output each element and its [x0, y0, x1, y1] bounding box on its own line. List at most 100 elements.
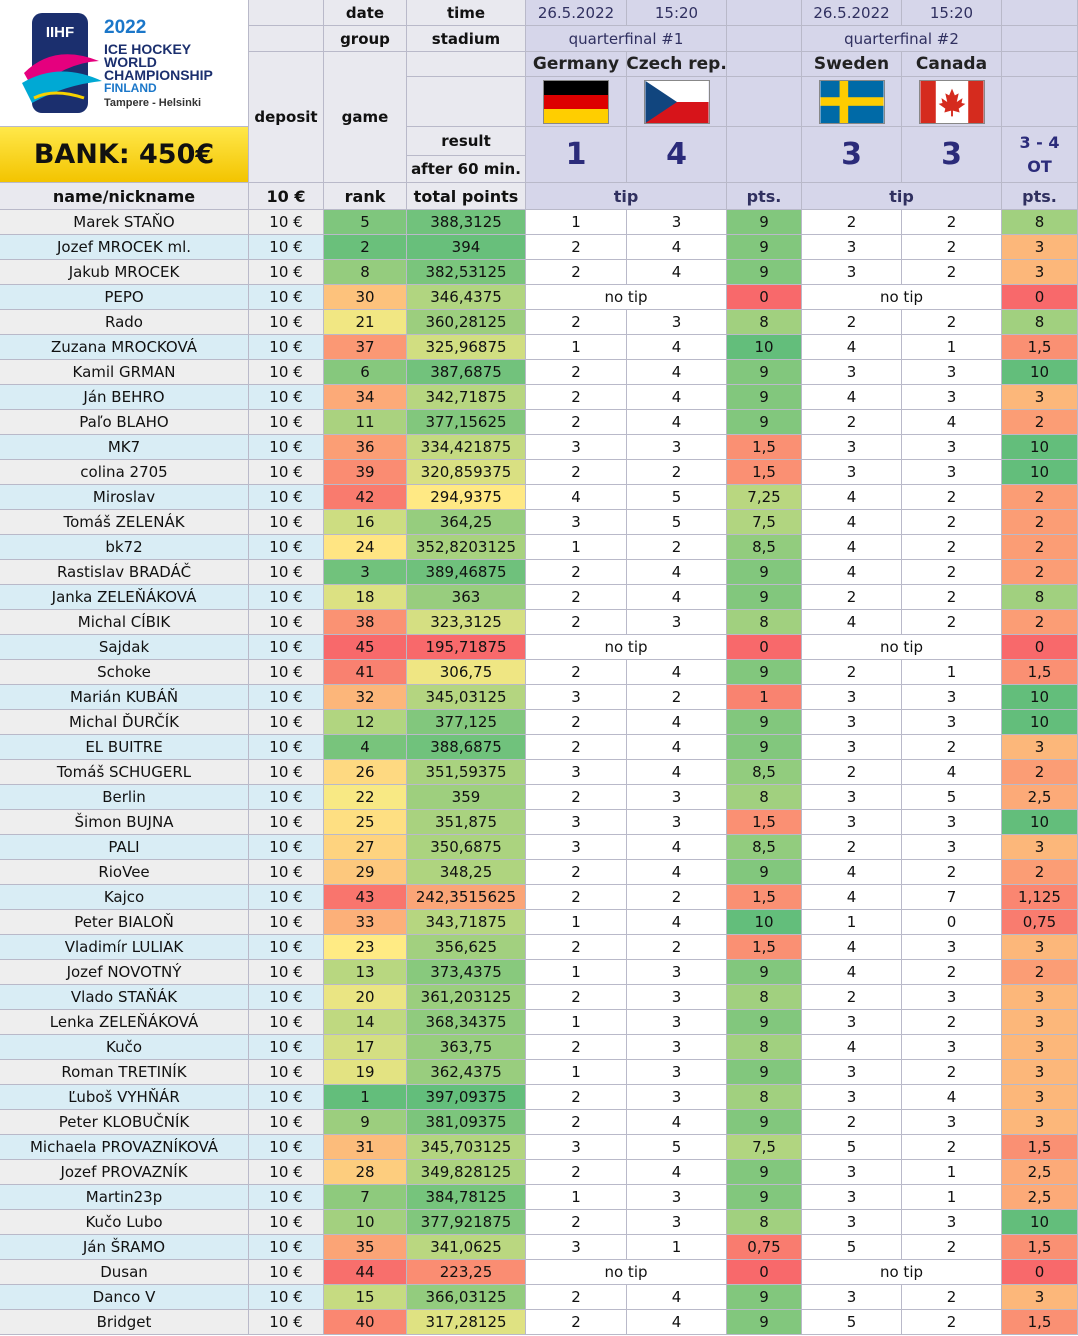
game1-pts: 9 — [727, 585, 802, 610]
time-header: time — [407, 0, 526, 26]
game2-tip-away: 4 — [902, 760, 1002, 785]
result-header: result — [407, 127, 526, 156]
rank-cell: 33 — [324, 910, 407, 935]
game1-tip-home: 1 — [526, 1060, 627, 1085]
header-blank — [407, 77, 526, 127]
game2-tip-away: 1 — [902, 1160, 1002, 1185]
game2-away-score: 3 — [902, 127, 1002, 183]
deposit-cell: 10 € — [249, 935, 324, 960]
iihf-logo-icon: IIHF — [22, 13, 102, 113]
total-points-cell: 377,15625 — [407, 410, 526, 435]
player-name: Vlado STAŇÁK — [0, 985, 249, 1010]
game2-pts: 3 — [1002, 1085, 1078, 1110]
game2-tip-away: 2 — [902, 735, 1002, 760]
total-points-cell: 242,3515625 — [407, 885, 526, 910]
game1-pts: 8 — [727, 610, 802, 635]
total-points-cell: 356,625 — [407, 935, 526, 960]
logo-line1: ICE HOCKEY — [104, 40, 192, 57]
deposit-cell: 10 € — [249, 1210, 324, 1235]
game2-pts: 1,5 — [1002, 660, 1078, 685]
game2-pts: 2 — [1002, 610, 1078, 635]
rank-cell: 25 — [324, 810, 407, 835]
game1-tip-home: 2 — [526, 560, 627, 585]
player-name: Roman TRETINÍK — [0, 1060, 249, 1085]
game2-tip-away: 3 — [902, 1210, 1002, 1235]
deposit-cell: 10 € — [249, 460, 324, 485]
game1-pts: 9 — [727, 960, 802, 985]
game2-tip-home: 4 — [802, 610, 902, 635]
player-name: Rastislav BRADÁČ — [0, 560, 249, 585]
game2-date: 26.5.2022 — [802, 0, 902, 26]
game1-tip-home: 2 — [526, 860, 627, 885]
game1-tip-home: 2 — [526, 1310, 627, 1335]
game2-pts: 10 — [1002, 460, 1078, 485]
deposit-cell: 10 € — [249, 685, 324, 710]
player-name: Ján BEHRO — [0, 385, 249, 410]
game1-tip-away: 3 — [627, 1060, 727, 1085]
game1-time: 15:20 — [627, 0, 727, 26]
game2-tip-home: 4 — [802, 560, 902, 585]
game2-away-flag-cell — [902, 77, 1002, 127]
game2-tip-away: 2 — [902, 1060, 1002, 1085]
game2-pts: 10 — [1002, 810, 1078, 835]
game2-tip-away: 2 — [902, 1235, 1002, 1260]
rank-cell: 6 — [324, 360, 407, 385]
game2-pts: 8 — [1002, 210, 1078, 235]
total-points-cell: 363,75 — [407, 1035, 526, 1060]
deposit-cell: 10 € — [249, 1285, 324, 1310]
total-points-cell: 334,421875 — [407, 435, 526, 460]
deposit-cell: 10 € — [249, 835, 324, 860]
game1-tip-home: 1 — [526, 535, 627, 560]
deposit-cell: 10 € — [249, 960, 324, 985]
deposit-cell: 10 € — [249, 310, 324, 335]
game1-tip-home: 2 — [526, 360, 627, 385]
rank-cell: 26 — [324, 760, 407, 785]
game2-tip-away: 2 — [902, 485, 1002, 510]
deposit-header: deposit — [249, 52, 324, 183]
game2-tip-away: 3 — [902, 985, 1002, 1010]
game2-pts: 10 — [1002, 1210, 1078, 1235]
game2-tip-home: 4 — [802, 335, 902, 360]
deposit-cell: 10 € — [249, 1260, 324, 1285]
logo-year: 2022 — [104, 16, 147, 38]
game1-tip-away: 3 — [627, 610, 727, 635]
game1-tip-home: 2 — [526, 1160, 627, 1185]
game2-home-flag-cell — [802, 77, 902, 127]
game2-tip-home: 2 — [802, 585, 902, 610]
game2-pts: 3 — [1002, 985, 1078, 1010]
game2-no-tip: no tip — [802, 635, 1002, 660]
deposit-cell: 10 € — [249, 485, 324, 510]
game1-pts: 9 — [727, 560, 802, 585]
game1-tip-away: 3 — [627, 1010, 727, 1035]
game2-note: 3 - 4 OT — [1002, 127, 1078, 183]
game2-tip-home: 2 — [802, 835, 902, 860]
deposit-cell: 10 € — [249, 885, 324, 910]
game1-pts: 8,5 — [727, 760, 802, 785]
game2-pts: 1,5 — [1002, 1310, 1078, 1335]
game2-pts: 1,5 — [1002, 1235, 1078, 1260]
player-name: Jozef MROCEK ml. — [0, 235, 249, 260]
game2-tip-home: 2 — [802, 985, 902, 1010]
total-points-cell: 294,9375 — [407, 485, 526, 510]
game1-tip-home: 2 — [526, 235, 627, 260]
deposit-cell: 10 € — [249, 1160, 324, 1185]
total-points-cell: 373,4375 — [407, 960, 526, 985]
game2-tip-away: 2 — [902, 235, 1002, 260]
player-name: Marek STAŇO — [0, 210, 249, 235]
game2-pts: 3 — [1002, 1035, 1078, 1060]
game1-pts: 1,5 — [727, 885, 802, 910]
game1-tip-away: 1 — [627, 1235, 727, 1260]
rank-cell: 2 — [324, 235, 407, 260]
game2-tip-header: tip — [802, 183, 1002, 210]
player-name: Rado — [0, 310, 249, 335]
deposit-cell: 10 € — [249, 1185, 324, 1210]
deposit-cell: 10 € — [249, 1060, 324, 1085]
player-name: Kučo Lubo — [0, 1210, 249, 1235]
game1-tip-home: 2 — [526, 1110, 627, 1135]
game2-no-tip: no tip — [802, 285, 1002, 310]
deposit-cell: 10 € — [249, 1310, 324, 1335]
deposit-cell: 10 € — [249, 210, 324, 235]
game1-tip-away: 3 — [627, 1035, 727, 1060]
game2-tip-home: 5 — [802, 1235, 902, 1260]
deposit-cell: 10 € — [249, 610, 324, 635]
